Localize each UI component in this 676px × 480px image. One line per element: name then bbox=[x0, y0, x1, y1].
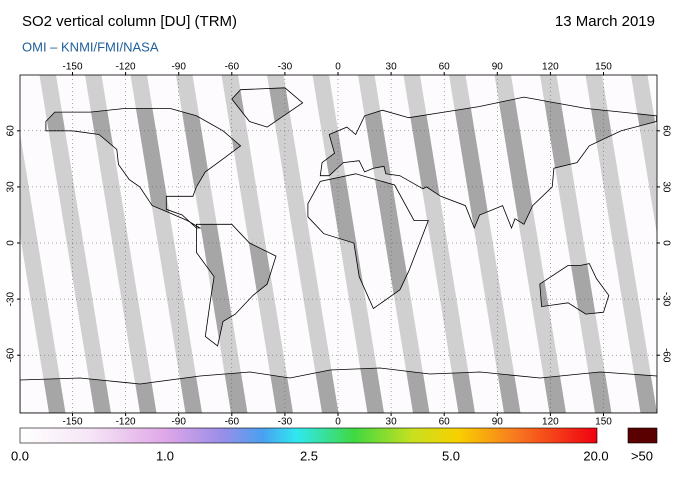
axis-labels: -150 -150 -120 -120 -90 -90 -60 -60 -30 -30 0 0 30 30… bbox=[6, 62, 672, 428]
lon-label: -30 bbox=[278, 417, 293, 428]
colorbar-label: 0.0 bbox=[11, 448, 29, 463]
lat-label: -60 bbox=[660, 348, 671, 363]
lon-label: -120 bbox=[116, 62, 136, 73]
lat-label: 60 bbox=[6, 125, 17, 137]
lon-label: -90 bbox=[171, 417, 186, 428]
swath bbox=[56, 75, 140, 413]
swath bbox=[147, 75, 231, 413]
swaths bbox=[0, 75, 657, 413]
lon-label: 90 bbox=[492, 62, 504, 73]
title: SO2 vertical column [DU] (TRM) bbox=[22, 13, 237, 30]
lat-label: -30 bbox=[6, 291, 17, 306]
colorbar-label: 5.0 bbox=[442, 448, 460, 463]
swath bbox=[647, 75, 657, 134]
lat-label: 0 bbox=[660, 240, 671, 246]
lon-label: -90 bbox=[171, 62, 186, 73]
lat-label: -60 bbox=[6, 348, 17, 363]
lon-label: 30 bbox=[386, 417, 398, 428]
lon-label: -30 bbox=[278, 62, 293, 73]
swath bbox=[101, 75, 186, 413]
lat-label: 60 bbox=[660, 125, 671, 137]
lon-label: 60 bbox=[439, 62, 451, 73]
swath bbox=[192, 75, 277, 413]
swath bbox=[329, 75, 413, 413]
colorbar-label: 20.0 bbox=[583, 448, 608, 463]
lon-label: 0 bbox=[335, 62, 341, 73]
lon-label: -120 bbox=[116, 417, 136, 428]
lon-label: -150 bbox=[62, 417, 82, 428]
swath bbox=[602, 75, 657, 413]
swath bbox=[283, 75, 368, 413]
lon-label: -60 bbox=[225, 417, 240, 428]
colorbar-overflow bbox=[627, 427, 658, 444]
swath bbox=[238, 75, 322, 413]
lat-label: -30 bbox=[660, 292, 671, 307]
swath bbox=[511, 75, 595, 413]
lon-label: 0 bbox=[335, 417, 341, 428]
lon-label: 120 bbox=[542, 62, 559, 73]
map bbox=[0, 75, 657, 413]
colorbar-label: >50 bbox=[631, 448, 653, 463]
lon-label: 120 bbox=[542, 417, 559, 428]
lon-label: 30 bbox=[386, 62, 398, 73]
swath bbox=[20, 75, 95, 413]
subtitle: OMI – KNMI/FMI/NASA bbox=[22, 39, 159, 54]
lon-label: 60 bbox=[439, 417, 451, 428]
lon-label: 150 bbox=[595, 417, 612, 428]
lon-label: 90 bbox=[492, 417, 504, 428]
lat-label: 30 bbox=[660, 181, 671, 193]
date: 13 March 2019 bbox=[555, 13, 655, 30]
colorbar-label: 1.0 bbox=[156, 448, 174, 463]
lon-label: -150 bbox=[62, 62, 82, 73]
colorbar bbox=[19, 427, 598, 444]
lat-label: 30 bbox=[6, 181, 17, 193]
swath bbox=[556, 75, 641, 413]
colorbar-label: 2.5 bbox=[300, 448, 318, 463]
lon-label: 150 bbox=[595, 62, 612, 73]
swath bbox=[465, 75, 550, 413]
graticule bbox=[20, 75, 657, 413]
swath bbox=[374, 75, 459, 413]
swath bbox=[20, 234, 49, 413]
lon-label: -60 bbox=[225, 62, 240, 73]
swath bbox=[0, 75, 4, 413]
lat-label: 0 bbox=[6, 240, 17, 246]
swath bbox=[420, 75, 504, 413]
